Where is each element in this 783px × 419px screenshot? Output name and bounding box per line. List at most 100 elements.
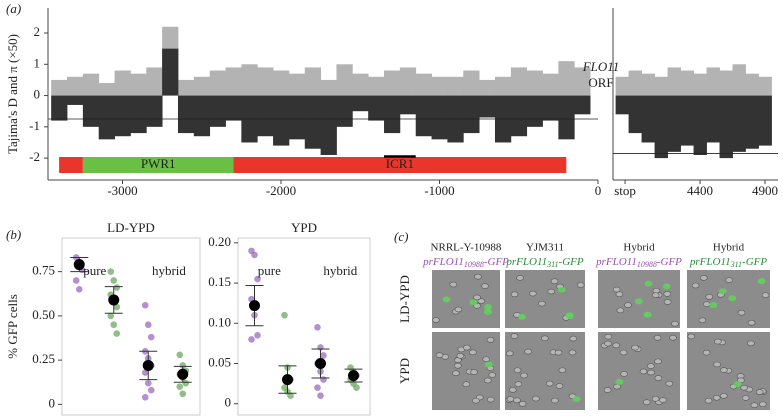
cell	[510, 333, 519, 339]
cell	[659, 397, 667, 403]
data-point	[113, 303, 121, 311]
area-bar	[415, 73, 432, 96]
cell	[532, 395, 540, 402]
area-bar	[526, 95, 543, 127]
area-bar	[745, 95, 759, 149]
cell	[737, 309, 746, 316]
data-point	[254, 275, 261, 283]
area-bar	[352, 73, 369, 96]
area-bar	[628, 95, 642, 134]
cell	[508, 387, 517, 393]
area-bar	[82, 95, 100, 127]
annotation: pure	[83, 263, 106, 278]
column-construct: prFLO11311-GFP	[689, 256, 767, 269]
plot-background	[237, 237, 371, 416]
area-bar	[732, 95, 746, 152]
cell	[654, 358, 662, 365]
area-bar	[719, 70, 733, 96]
region	[233, 157, 567, 173]
column-construct: prFLO1110988-GFP	[422, 256, 509, 269]
cell	[454, 362, 462, 369]
construct-part: prFLO11	[505, 256, 547, 268]
cell	[616, 307, 625, 314]
annotation: ORF	[588, 75, 613, 90]
data-point	[72, 277, 80, 284]
cell	[456, 353, 465, 359]
area-bar	[526, 70, 543, 96]
cell	[488, 372, 497, 378]
mean-point	[73, 259, 85, 271]
gfp-cell	[483, 308, 492, 315]
cell	[619, 349, 628, 356]
cell	[558, 367, 567, 374]
data-point	[248, 336, 255, 343]
gfp-cell	[634, 298, 643, 305]
cell	[462, 381, 471, 388]
cell	[750, 402, 759, 408]
gfp-cell	[572, 396, 581, 403]
area-bar	[654, 76, 668, 96]
cell	[486, 337, 495, 343]
x-tick-label: stop	[614, 183, 636, 198]
row-label: YPD	[397, 358, 412, 384]
y-tick-label: 0	[34, 87, 41, 102]
x-tick-label: -2000	[266, 183, 296, 198]
cell	[513, 397, 521, 404]
cell	[624, 302, 632, 308]
construct-part: -GFP	[657, 256, 682, 268]
cell	[653, 335, 662, 341]
cell	[669, 334, 677, 341]
cell	[483, 377, 492, 384]
cell	[516, 275, 524, 281]
cell	[506, 396, 515, 402]
cell	[702, 301, 711, 307]
cell	[639, 368, 648, 375]
column-strain: NRRL-Y-10988	[431, 242, 502, 254]
cell	[469, 349, 477, 356]
y-tick-label: 0.15	[208, 274, 231, 289]
area-bar	[304, 95, 322, 149]
area-bar	[146, 67, 163, 96]
gfp-cell	[718, 288, 727, 295]
data-point	[317, 392, 324, 399]
area-bar	[399, 67, 417, 96]
annotation: FLO11	[582, 59, 620, 74]
area-bar	[758, 76, 772, 96]
cell	[603, 387, 612, 393]
cell	[704, 397, 713, 404]
y-tick-label: 0.75	[32, 263, 55, 278]
gfp-cell	[643, 311, 652, 318]
x-tick-label: 0	[595, 183, 602, 198]
cell	[452, 370, 460, 377]
gfp-cell	[565, 313, 574, 320]
area-bar	[193, 95, 211, 137]
gfp-cell	[615, 378, 624, 385]
area-bar	[384, 95, 401, 134]
y-tick-label: -2	[29, 149, 40, 164]
micrograph	[598, 332, 680, 410]
data-point	[320, 352, 327, 359]
cell	[474, 273, 482, 280]
cell	[513, 367, 522, 374]
gfp-cell	[517, 313, 526, 320]
area-bar	[641, 95, 655, 143]
area-bar	[336, 95, 353, 127]
y-tick-label: 0.50	[32, 307, 55, 322]
chart-title: LD-YPD	[107, 220, 155, 235]
panel-label: (b)	[6, 227, 21, 242]
area-bar	[510, 67, 528, 96]
area-bar	[146, 95, 163, 127]
cell	[747, 340, 755, 347]
area-bar	[257, 67, 274, 96]
area-bar	[680, 95, 694, 146]
area-bar	[304, 67, 322, 96]
data-point	[75, 286, 83, 293]
cell	[505, 350, 514, 357]
gfp-cell	[484, 303, 493, 310]
cell	[651, 292, 660, 298]
construct-part: 10988	[637, 260, 657, 269]
area-bar	[288, 73, 306, 96]
y-tick-label: 0	[49, 395, 56, 410]
area-bar	[732, 64, 746, 96]
